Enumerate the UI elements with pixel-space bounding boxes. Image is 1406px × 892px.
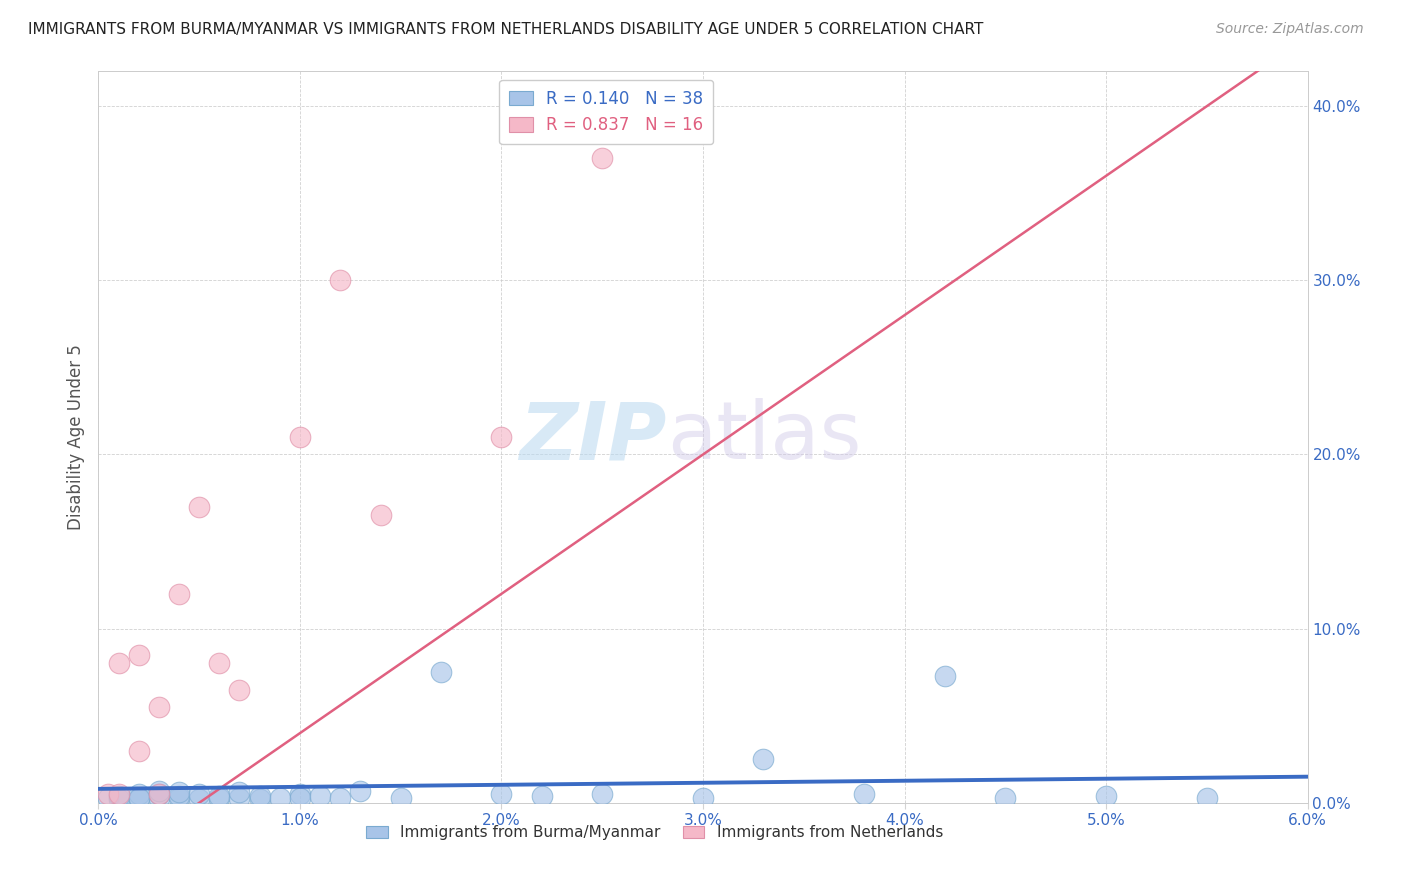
Point [107,789,129,803]
Point [269,790,291,805]
Point [752,752,775,766]
Point [389,790,412,805]
Point [167,789,190,803]
Point [107,657,129,671]
Legend: Immigrants from Burma/Myanmar, Immigrants from Netherlands: Immigrants from Burma/Myanmar, Immigrant… [360,819,949,847]
Point [107,792,129,806]
Point [228,682,250,697]
Point [188,792,211,806]
Point [349,783,371,797]
Point [167,587,190,601]
Point [491,430,513,444]
Point [128,792,150,806]
Point [97,790,120,805]
Point [370,508,392,523]
Point [692,790,714,805]
Point [228,790,250,805]
Point [128,787,150,801]
Text: IMMIGRANTS FROM BURMA/MYANMAR VS IMMIGRANTS FROM NETHERLANDS DISABILITY AGE UNDE: IMMIGRANTS FROM BURMA/MYANMAR VS IMMIGRA… [28,22,983,37]
Point [1195,790,1218,805]
Point [934,668,956,682]
Text: atlas: atlas [666,398,860,476]
Text: ZIP: ZIP [519,398,666,476]
Point [288,790,311,805]
Point [288,430,311,444]
Point [107,787,129,801]
Point [208,789,231,803]
Point [249,789,271,803]
Point [491,787,513,801]
Point [148,787,170,801]
Point [167,785,190,799]
Point [97,787,120,801]
Point [148,700,170,714]
Point [188,500,211,514]
Point [249,792,271,806]
Point [208,657,231,671]
Point [309,789,332,803]
Point [148,790,170,805]
Point [430,665,453,680]
Point [591,152,613,166]
Point [591,787,613,801]
Y-axis label: Disability Age Under 5: Disability Age Under 5 [66,344,84,530]
Point [329,790,352,805]
Point [148,787,170,801]
Point [128,790,150,805]
Point [994,790,1017,805]
Point [128,743,150,757]
Point [208,790,231,805]
Point [188,787,211,801]
Point [288,787,311,801]
Point [530,789,553,803]
Point [148,783,170,797]
Point [329,273,352,287]
Point [853,787,876,801]
Point [228,785,250,799]
Point [167,790,190,805]
Point [1095,789,1118,803]
Text: Source: ZipAtlas.com: Source: ZipAtlas.com [1216,22,1364,37]
Point [128,648,150,662]
